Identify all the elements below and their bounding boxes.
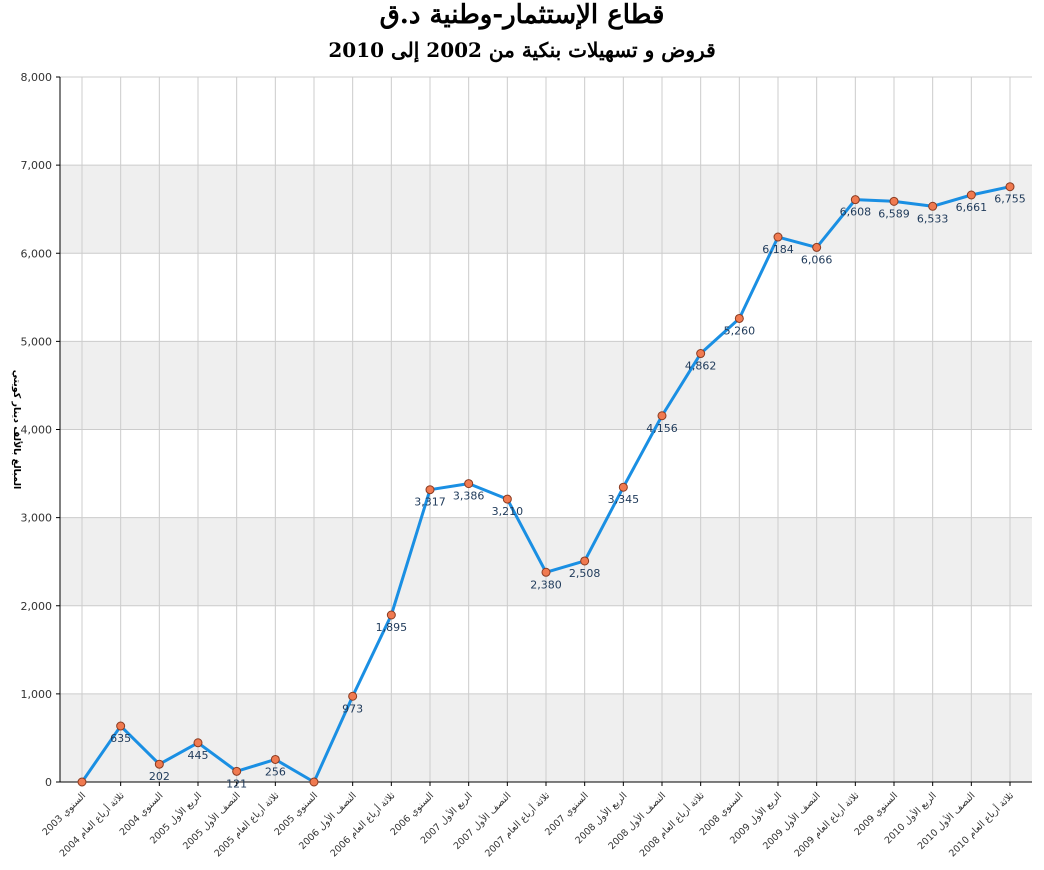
data-point	[580, 556, 590, 566]
data-point	[464, 479, 474, 489]
data-point	[1005, 182, 1015, 192]
data-label: 202	[149, 770, 170, 783]
data-point	[889, 196, 899, 206]
data-label: 1,895	[376, 621, 408, 634]
chart-subtitle: قروض و تسهيلات بنكية من 2002 إلى 2010	[328, 38, 716, 62]
data-point	[154, 759, 164, 769]
data-point	[541, 567, 551, 577]
data-label: 6,589	[878, 207, 910, 220]
data-point	[116, 721, 126, 731]
data-point	[77, 777, 87, 787]
data-label: 6,533	[917, 212, 949, 225]
x-tick-label: ثلاثة أرباع العام 2010	[946, 789, 1017, 860]
data-label: 6,066	[801, 253, 833, 266]
y-tick-label: 7,000	[21, 159, 53, 172]
x-tick-label: ثلاثة أرباع العام 2005	[211, 789, 282, 860]
data-point	[734, 313, 744, 323]
data-label: 3,386	[453, 490, 485, 503]
data-point	[309, 777, 319, 787]
y-tick-label: 2,000	[21, 600, 53, 613]
data-label: 2,380	[530, 578, 562, 591]
data-point	[850, 195, 860, 205]
data-label: 3,317	[414, 496, 446, 509]
data-point	[966, 190, 976, 200]
x-tick-label: ثلاثة أرباع العام 2007	[482, 789, 553, 860]
chart-title: قطاع الإستثمار-وطنية د.ق	[379, 0, 665, 30]
data-point	[386, 610, 396, 620]
data-label: 3,345	[608, 493, 640, 506]
y-tick-label: 6,000	[21, 247, 53, 260]
data-label: 445	[188, 749, 209, 762]
data-label: 6,608	[840, 206, 872, 219]
data-label: 4,862	[685, 360, 717, 373]
data-point	[270, 754, 280, 764]
data-label: 4,156	[646, 422, 678, 435]
y-tick-label: 3,000	[21, 512, 53, 525]
y-tick-label: 4,000	[21, 424, 53, 437]
data-label: 6,755	[994, 193, 1026, 206]
data-point	[425, 485, 435, 495]
data-label: 121	[226, 777, 247, 790]
data-label: 2,508	[569, 567, 601, 580]
y-tick-label: 8,000	[21, 71, 53, 84]
x-tick-label: ثلاثة أرباع العام 2006	[327, 789, 398, 860]
x-tick-label: ثلاثة أرباع العام 2008	[636, 789, 707, 860]
data-label: 5,260	[724, 324, 756, 337]
data-point	[773, 232, 783, 242]
data-label: 635	[110, 732, 131, 745]
data-point	[696, 349, 706, 359]
data-point	[193, 738, 203, 748]
data-point	[618, 482, 628, 492]
data-point	[928, 201, 938, 211]
data-label: 6,661	[956, 201, 988, 214]
data-label: 973	[342, 702, 363, 715]
data-point	[657, 411, 667, 421]
y-tick-label: 1,000	[21, 688, 53, 701]
data-label: 3,210	[492, 505, 524, 518]
data-point	[812, 242, 822, 252]
x-tick-label: ثلاثة أرباع العام 2004	[56, 789, 127, 860]
data-point	[232, 766, 242, 776]
y-tick-label: 0	[45, 776, 52, 789]
data-point	[348, 691, 358, 701]
data-point	[502, 494, 512, 504]
y-tick-label: 5,000	[21, 335, 53, 348]
x-tick-label: ثلاثة أرباع العام 2009	[791, 789, 862, 860]
data-label: 6,184	[762, 243, 794, 256]
y-axis-label: المبالغ بالألف دينار كويتي	[11, 370, 23, 490]
data-label: 256	[265, 765, 286, 778]
